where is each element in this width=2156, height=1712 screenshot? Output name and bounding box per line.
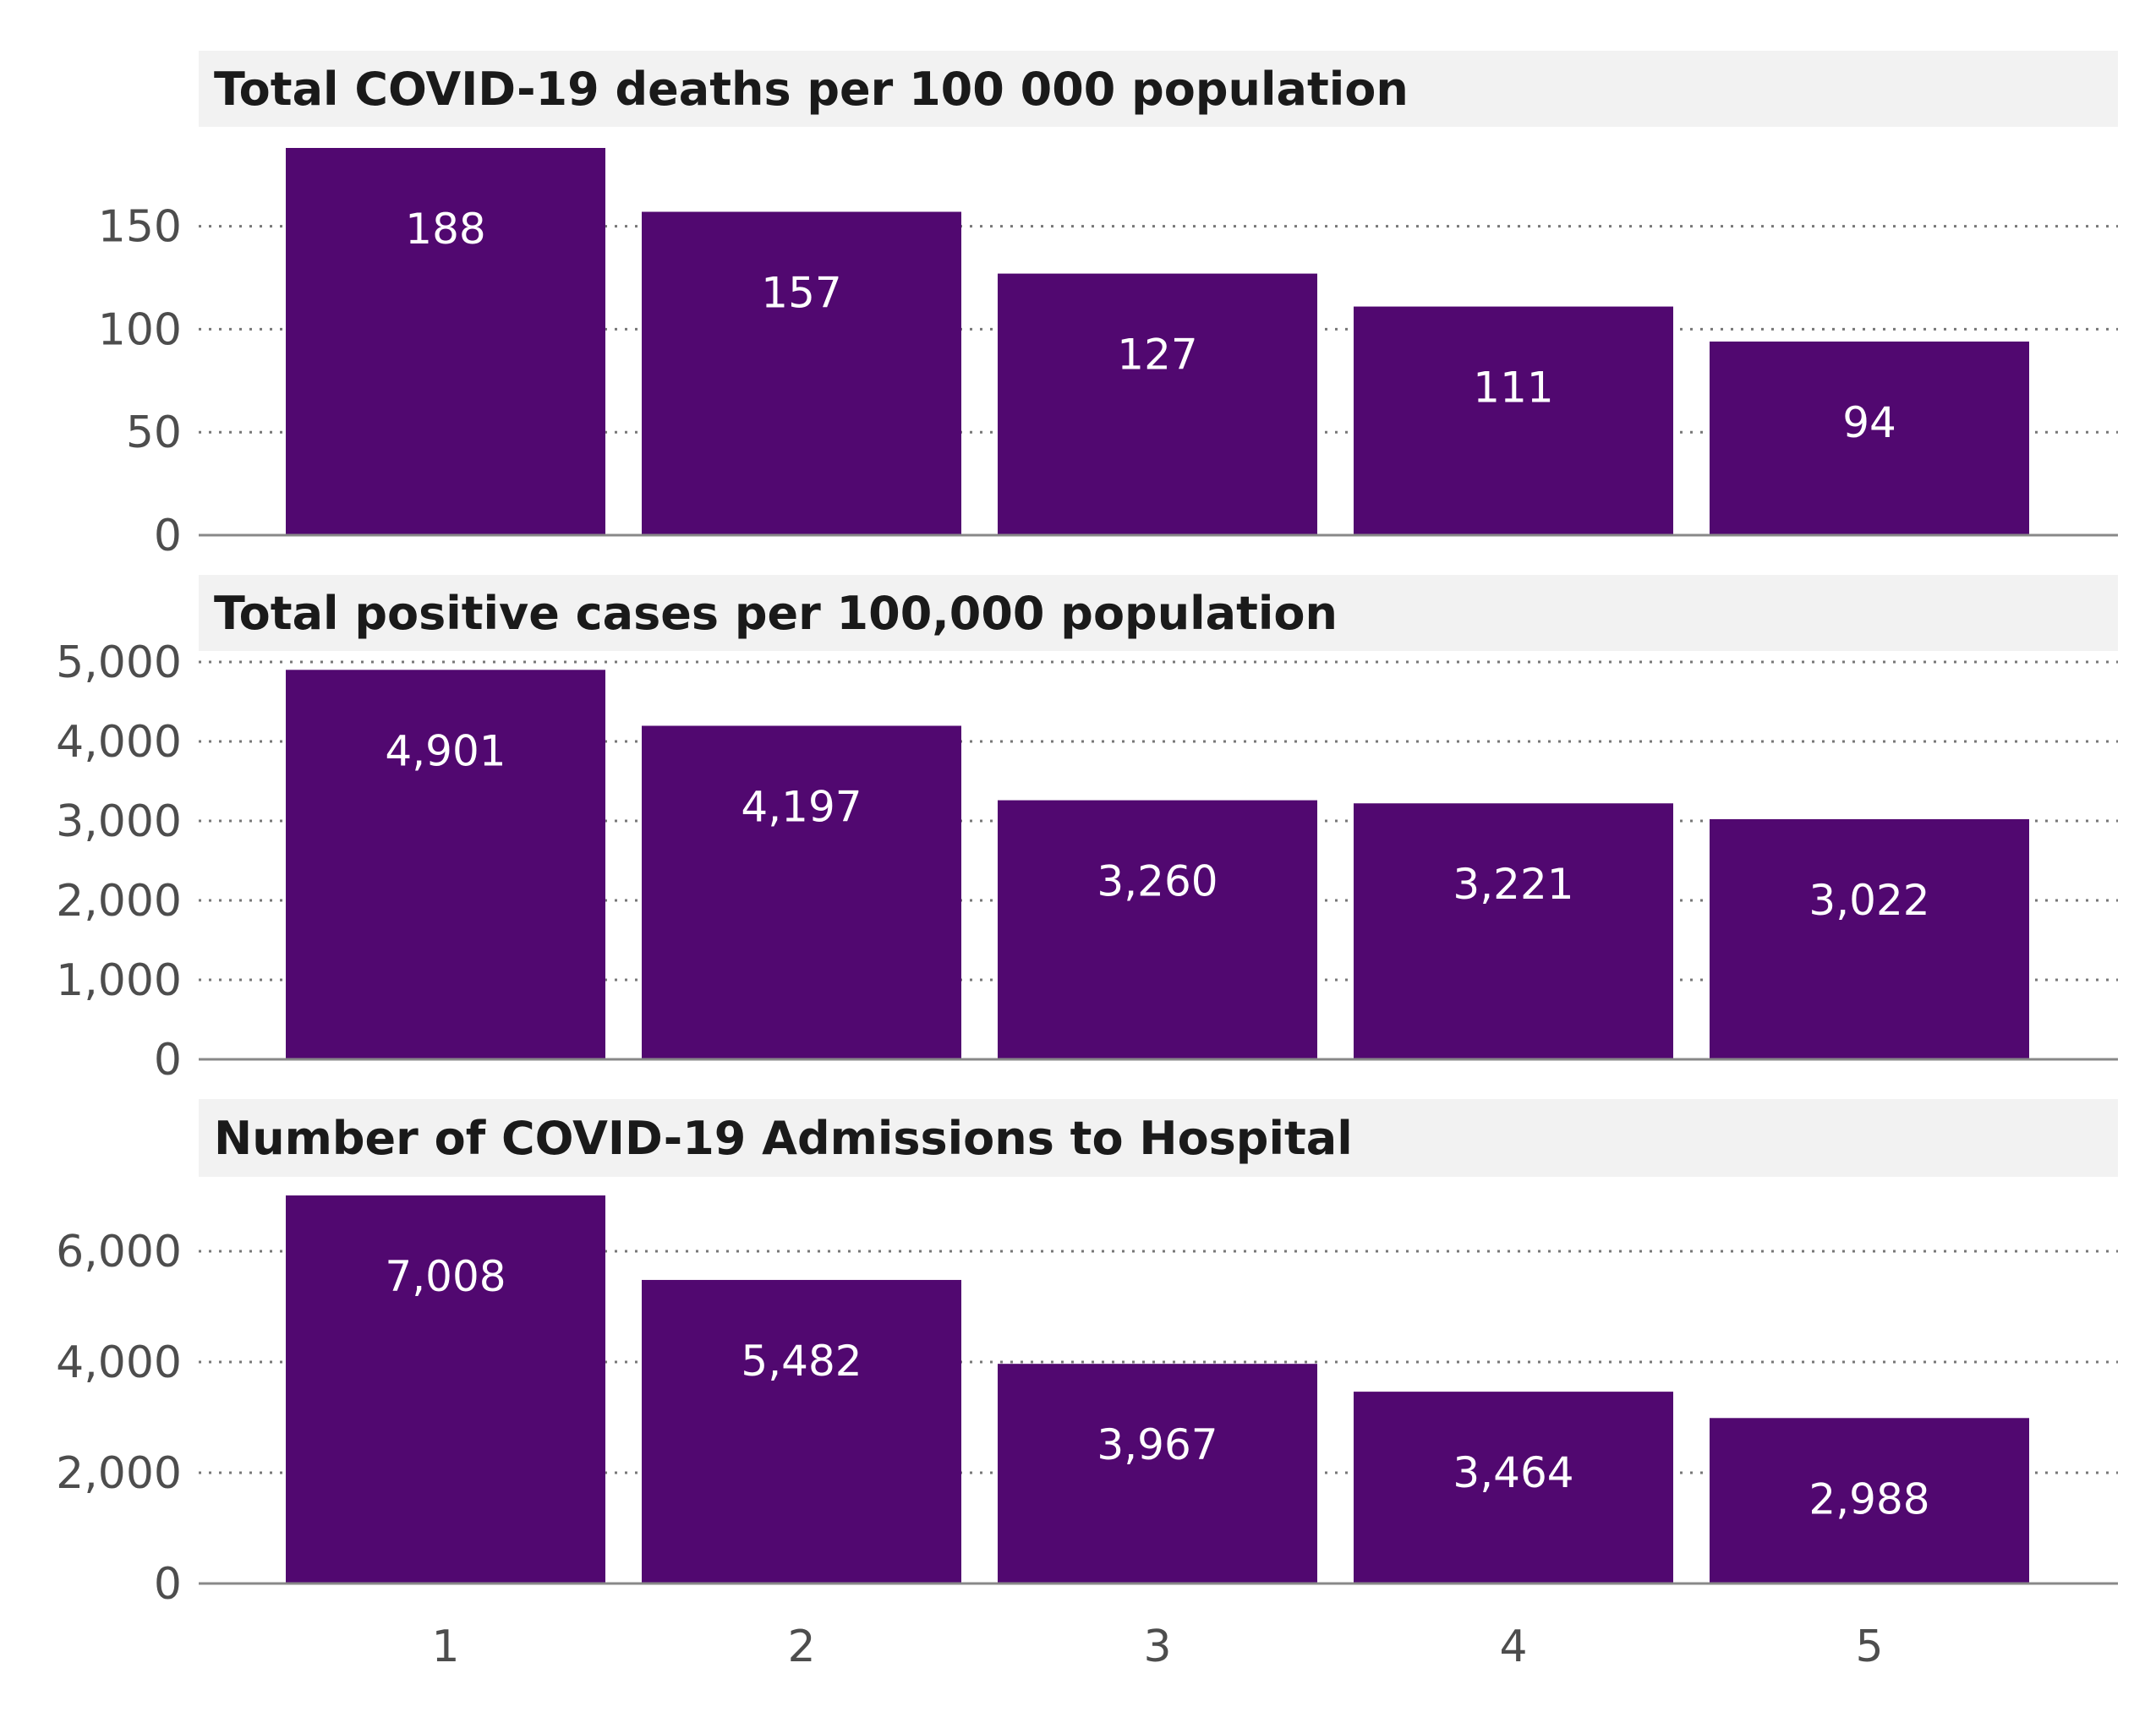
panel-1-bar-3	[998, 273, 1317, 535]
panel-1-y-tick-label: 150	[98, 202, 182, 253]
panel-1-data-label: 157	[761, 269, 841, 318]
panel-3-data-label: 7,008	[385, 1252, 506, 1301]
panel-2-data-label: 4,197	[741, 782, 862, 831]
panel-3-data-label: 3,464	[1453, 1448, 1573, 1497]
panel-2-y-tick-label: 5,000	[56, 637, 182, 688]
panel-3-bar-1	[286, 1195, 605, 1583]
panel-3-y-tick-label: 4,000	[56, 1337, 182, 1388]
panel-3-bar-2	[642, 1279, 961, 1583]
panel-2-y-tick-label: 4,000	[56, 717, 182, 768]
panel-1-title-strip	[199, 51, 2118, 127]
panel-3-bar-3	[998, 1364, 1317, 1583]
panel-3-data-label: 2,988	[1809, 1474, 1929, 1523]
x-tick-label: 4	[1499, 1622, 1527, 1672]
panel-3-data-label: 5,482	[741, 1337, 862, 1386]
panel-1-data-label: 188	[405, 205, 485, 254]
x-tick-label: 5	[1855, 1622, 1883, 1672]
panel-2-bar-3	[998, 800, 1317, 1059]
panel-2-data-label: 3,022	[1809, 876, 1929, 925]
x-tick-label: 1	[431, 1622, 459, 1672]
panel-3-y-tick-label: 6,000	[56, 1227, 182, 1277]
x-tick-label: 3	[1143, 1622, 1171, 1672]
panel-1-y-tick-label: 50	[126, 407, 182, 458]
panel-3-y-tick-label: 2,000	[56, 1448, 182, 1499]
panel-3-title-strip	[199, 1099, 2118, 1177]
panel-1-bar-4	[1354, 306, 1673, 535]
panel-1-y-tick-label: 0	[154, 511, 182, 561]
panel-2-y-tick-label: 0	[154, 1035, 182, 1086]
panel-1-y-tick-label: 100	[98, 304, 182, 355]
panel-1-bar-5	[1710, 342, 2029, 535]
panel-3-data-label: 3,967	[1097, 1420, 1218, 1469]
panel-2-bar-1	[286, 670, 605, 1059]
panel-1-data-label: 94	[1842, 398, 1896, 447]
panel-1-data-label: 127	[1117, 331, 1197, 380]
panel-2-y-tick-label: 3,000	[56, 796, 182, 847]
panel-2-y-tick-label: 1,000	[56, 955, 182, 1006]
panel-1-bar-1	[286, 148, 605, 535]
panel-1-data-label: 111	[1473, 364, 1553, 413]
panel-1-title: Total COVID-19 deaths per 100 000 popula…	[214, 63, 1409, 116]
panel-3-bar-5	[1710, 1418, 2029, 1583]
panel-3-bar-4	[1354, 1392, 1673, 1583]
panel-3-y-tick-label: 0	[154, 1559, 182, 1610]
panel-3-title: Number of COVID-19 Admissions to Hospita…	[214, 1112, 1353, 1165]
panel-2-bar-4	[1354, 803, 1673, 1059]
panel-2-data-label: 3,260	[1097, 857, 1218, 906]
panel-1-bar-2	[642, 211, 961, 535]
panel-2-data-label: 4,901	[385, 726, 506, 775]
x-tick-label: 2	[787, 1622, 815, 1672]
panel-2-data-label: 3,221	[1453, 860, 1573, 909]
panel-2-title: Total positive cases per 100,000 populat…	[214, 587, 1338, 640]
panel-2-title-strip	[199, 575, 2118, 651]
panel-2-y-tick-label: 2,000	[56, 876, 182, 927]
panel-2-bar-5	[1710, 818, 2029, 1059]
panel-2-bar-2	[642, 725, 961, 1059]
